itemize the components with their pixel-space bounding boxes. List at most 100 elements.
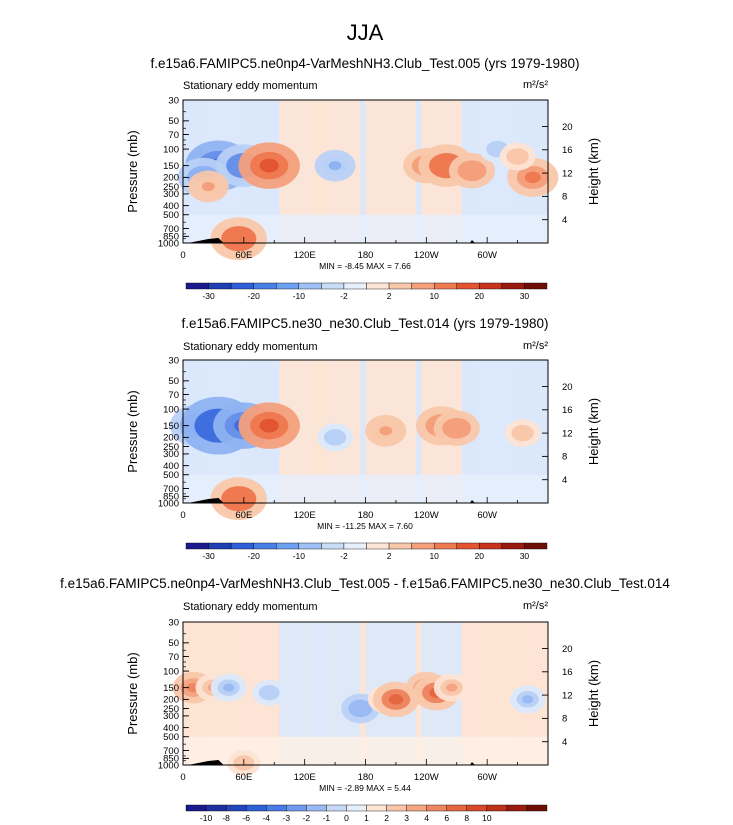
y-tick-label: 70: [168, 130, 179, 141]
colorbar: -10 -8 -6 -4 -3 -2 -1 0 1 2 3 4 6 8 10: [185, 804, 548, 823]
colorbar-swatch: [388, 282, 412, 290]
y-axis-label: Pressure (mb): [125, 390, 140, 472]
colorbar-label: -20: [248, 291, 261, 301]
y-right-tick-label: 20: [562, 382, 573, 393]
colorbar-label: 3: [404, 813, 409, 823]
y-tick-label: 250: [163, 704, 179, 715]
colorbar-swatch: [456, 282, 480, 290]
topography: [188, 238, 224, 243]
contour-core: [259, 158, 279, 173]
y-right-tick-label: 16: [562, 405, 573, 416]
topography: [469, 240, 475, 243]
x-tick-label: 0: [180, 772, 185, 783]
y-tick-label: 200: [163, 433, 179, 444]
y-tick-label: 30: [168, 355, 179, 366]
colorbar-swatch: [230, 282, 254, 290]
y-tick-label: 70: [168, 652, 179, 663]
min-max-stats: MIN = -2.89 MAX = 5.44: [319, 783, 411, 793]
x-tick-label: 120W: [414, 250, 439, 261]
colorbar-swatch: [366, 804, 387, 812]
y-tick-label: 200: [163, 173, 179, 184]
x-tick-label: 60W: [477, 250, 497, 261]
colorbar-swatch: [185, 542, 209, 550]
contour-core: [491, 144, 503, 154]
y-tick-label: 250: [163, 182, 179, 193]
y-right-tick-label: 20: [562, 122, 573, 133]
y-right-axis-label: Height (km): [586, 660, 601, 727]
y-tick-label: 400: [163, 201, 179, 212]
colorbar-swatch: [426, 804, 447, 812]
contour-core: [511, 152, 524, 161]
y-tick-label: 850: [163, 232, 179, 243]
y-tick-label: 50: [168, 638, 179, 649]
colorbar-swatch: [411, 542, 435, 550]
panel-title: f.e15a6.FAMIPC5.ne0np4-VarMeshNH3.Club_T…: [151, 56, 580, 71]
y-tick-label: 200: [163, 695, 179, 706]
colorbar-label: -2: [340, 291, 348, 301]
colorbar: -30 -20 -10 -2 2 10 20 30: [185, 282, 548, 301]
colorbar-swatch: [501, 282, 525, 290]
topography: [188, 498, 224, 503]
colorbar-swatch: [205, 804, 227, 812]
y-tick-label: 500: [163, 210, 179, 221]
y-tick-label: 1000: [158, 238, 179, 249]
y-tick-label: 100: [163, 666, 179, 677]
panel-1: f.e15a6.FAMIPC5.ne0np4-VarMeshNH3.Club_T…: [125, 56, 601, 301]
colorbar-label: -4: [262, 813, 270, 823]
x-tick-label: 60E: [235, 250, 252, 261]
y-right-tick-label: 20: [562, 644, 573, 655]
y-right-tick-label: 4: [562, 215, 567, 226]
colorbar-label: -2: [303, 813, 311, 823]
colorbar-label: 8: [464, 813, 469, 823]
y-tick-label: 250: [163, 442, 179, 453]
colorbar-swatch: [185, 282, 209, 290]
y-tick-label: 400: [163, 461, 179, 472]
colorbar-label: -6: [242, 813, 250, 823]
contour-core: [223, 683, 235, 692]
colorbar-swatch: [524, 542, 548, 550]
colorbar-swatch: [366, 282, 390, 290]
colorbar-swatch: [506, 804, 528, 812]
y-right-tick-label: 16: [562, 145, 573, 156]
y-tick-label: 150: [163, 683, 179, 694]
contour-core: [329, 433, 341, 442]
colorbar-swatch: [253, 542, 277, 550]
y-tick-label: 70: [168, 390, 179, 401]
y-right-tick-label: 8: [562, 452, 567, 463]
panel-3: f.e15a6.FAMIPC5.ne0np4-VarMeshNH3.Club_T…: [60, 576, 670, 823]
contour-core: [446, 683, 458, 692]
colorbar-swatch: [298, 282, 322, 290]
colorbar-label: 10: [429, 551, 439, 561]
colorbar-label: 2: [387, 551, 392, 561]
y-tick-label: 700: [163, 224, 179, 235]
y-tick-label: 700: [163, 484, 179, 495]
colorbar-label: -10: [293, 291, 306, 301]
panel-subtitle: Stationary eddy momentum: [183, 601, 318, 613]
colorbar-swatch: [388, 542, 412, 550]
contour-core: [379, 426, 393, 436]
y-right-tick-label: 4: [562, 475, 567, 486]
colorbar-label: 20: [475, 291, 485, 301]
units-label: m²/s²: [523, 79, 548, 91]
x-tick-label: 120E: [294, 772, 316, 783]
colorbar-label: -20: [248, 551, 261, 561]
panel-subtitle: Stationary eddy momentum: [183, 341, 318, 353]
colorbar-label: 30: [520, 551, 530, 561]
colorbar-label: -3: [282, 813, 290, 823]
y-right-tick-label: 12: [562, 690, 573, 701]
y-tick-label: 300: [163, 189, 179, 200]
y-tick-label: 300: [163, 449, 179, 460]
y-tick-label: 1000: [158, 760, 179, 771]
contour-core: [524, 171, 541, 184]
colorbar-swatch: [321, 282, 345, 290]
y-tick-label: 500: [163, 470, 179, 481]
colorbar-label: 0: [344, 813, 349, 823]
colorbar-swatch: [225, 804, 247, 812]
colorbar-swatch: [230, 542, 254, 550]
colorbar-swatch: [208, 542, 232, 550]
colorbar-swatch: [456, 542, 480, 550]
colorbar-swatch: [276, 542, 300, 550]
colorbar-label: 2: [387, 291, 392, 301]
colorbar-label: -30: [202, 291, 215, 301]
